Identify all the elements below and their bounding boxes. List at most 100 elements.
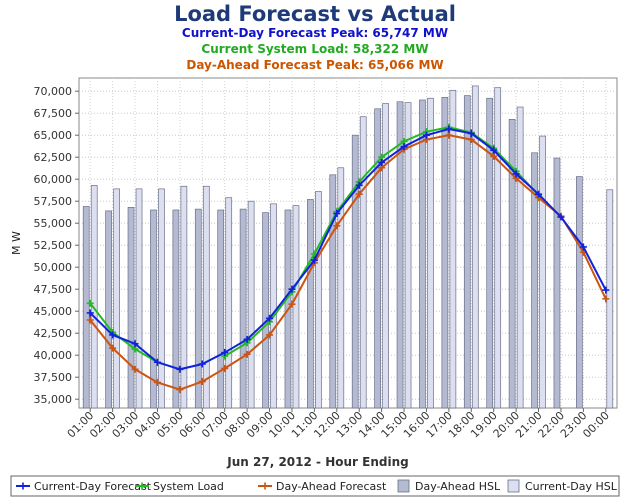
bar-current-day-hsl bbox=[449, 89, 457, 409]
point-marker-current-day-forecast bbox=[266, 314, 274, 322]
point-marker-current-day-forecast bbox=[198, 360, 206, 368]
point-marker-day-ahead-forecast bbox=[109, 344, 117, 352]
x-axis-label: Jun 27, 2012 - Hour Ending bbox=[226, 455, 408, 469]
bar-day-ahead-hsl bbox=[172, 209, 180, 409]
point-marker-day-ahead-forecast bbox=[243, 350, 251, 358]
point-marker-day-ahead-forecast bbox=[333, 222, 341, 230]
bar-day-ahead-hsl bbox=[576, 176, 583, 409]
legend-label: Current-Day Forecast bbox=[34, 480, 152, 493]
point-marker-day-ahead-forecast bbox=[445, 131, 453, 139]
legend-label: System Load bbox=[153, 480, 224, 493]
point-marker-day-ahead-forecast bbox=[131, 365, 139, 373]
plot-area bbox=[78, 77, 618, 409]
point-marker-current-day-forecast bbox=[109, 331, 117, 339]
series-line-system-load bbox=[89, 302, 158, 364]
bar-current-day-hsl bbox=[202, 185, 210, 409]
point-marker-current-day-forecast bbox=[557, 213, 565, 221]
point-marker-current-day-forecast bbox=[243, 335, 251, 343]
gridlines bbox=[79, 78, 617, 408]
point-marker-current-day-forecast bbox=[445, 125, 453, 133]
bar-current-day-hsl bbox=[292, 205, 300, 409]
point-marker-system-load bbox=[86, 299, 94, 307]
lines-group bbox=[86, 123, 610, 394]
y-tick-label: 60,000 bbox=[34, 173, 73, 186]
bar-current-day-hsl bbox=[90, 185, 98, 409]
bar-day-ahead-hsl bbox=[217, 209, 225, 409]
bar-day-ahead-hsl bbox=[194, 208, 202, 409]
point-marker-day-ahead-forecast bbox=[198, 378, 206, 386]
point-marker-current-day-forecast bbox=[176, 365, 184, 373]
point-marker-current-day-forecast bbox=[378, 158, 386, 166]
bar-current-day-hsl bbox=[516, 106, 524, 409]
bar-current-day-hsl bbox=[359, 116, 367, 409]
y-axis-label: M W bbox=[10, 231, 23, 255]
y-tick-label: 55,000 bbox=[34, 217, 73, 230]
subtitle-group: Current-Day Forecast Peak: 65,747 MW Curr… bbox=[182, 26, 448, 72]
point-marker-day-ahead-forecast bbox=[355, 190, 363, 198]
subtitle-line: Current-Day Forecast Peak: 65,747 MW bbox=[182, 26, 448, 40]
legend-swatch bbox=[507, 479, 520, 493]
bar-current-day-hsl bbox=[494, 87, 502, 409]
y-tick-label: 35,000 bbox=[34, 393, 73, 406]
bar-current-day-hsl bbox=[225, 197, 233, 409]
bar-current-day-hsl bbox=[471, 85, 479, 409]
bar-day-ahead-hsl bbox=[553, 157, 561, 409]
legend-marker bbox=[19, 482, 27, 490]
point-marker-current-day-forecast bbox=[288, 285, 296, 293]
subtitle-line: Day-Ahead Forecast Peak: 65,066 MW bbox=[186, 58, 443, 72]
point-marker-current-day-forecast bbox=[535, 190, 543, 198]
point-marker-day-ahead-forecast bbox=[266, 331, 274, 339]
bar-day-ahead-hsl bbox=[105, 210, 112, 409]
legend-label: Day-Ahead Forecast bbox=[276, 480, 387, 493]
bar-day-ahead-hsl bbox=[307, 199, 314, 409]
point-marker-day-ahead-forecast bbox=[602, 295, 610, 303]
y-axis: 35,000 37,500 40,000 42,500 45,000 47,500 50,0… bbox=[34, 85, 79, 406]
bar-current-day-hsl bbox=[270, 203, 277, 409]
legend-frame bbox=[10, 475, 620, 497]
bar-day-ahead-hsl bbox=[374, 108, 381, 409]
bar-current-day-hsl bbox=[247, 200, 255, 409]
point-marker-day-ahead-forecast bbox=[221, 364, 229, 372]
bar-day-ahead-hsl bbox=[239, 208, 247, 409]
legend-swatch bbox=[397, 479, 410, 493]
bar-current-day-hsl bbox=[337, 167, 345, 409]
bar-current-day-hsl bbox=[404, 102, 412, 409]
bar-day-ahead-hsl bbox=[396, 101, 404, 409]
legend-label: Current-Day HSL bbox=[525, 480, 618, 493]
point-marker-day-ahead-forecast bbox=[176, 386, 184, 394]
bar-day-ahead-hsl bbox=[150, 209, 157, 409]
point-marker-current-day-forecast bbox=[153, 358, 161, 366]
series-line-current-day-forecast bbox=[89, 128, 607, 371]
legend-label: Day-Ahead HSL bbox=[415, 480, 501, 493]
point-marker-day-ahead-forecast bbox=[288, 300, 296, 308]
point-marker-day-ahead-forecast bbox=[467, 136, 475, 144]
point-marker-current-day-forecast bbox=[422, 131, 430, 139]
y-tick-label: 50,000 bbox=[34, 261, 73, 274]
y-tick-label: 62,500 bbox=[34, 151, 73, 164]
bar-day-ahead-hsl bbox=[508, 119, 516, 409]
bar-day-ahead-hsl bbox=[329, 174, 337, 409]
bars-group bbox=[82, 85, 614, 409]
point-marker-current-day-forecast bbox=[512, 170, 520, 178]
y-tick-label: 45,000 bbox=[34, 305, 73, 318]
point-marker-current-day-forecast bbox=[86, 309, 94, 317]
x-axis: 01:0002:0003:0004:0005:0006:0007:0008:00… bbox=[65, 408, 612, 441]
bar-current-day-hsl bbox=[158, 188, 165, 409]
bar-day-ahead-hsl bbox=[262, 212, 269, 409]
legend-marker bbox=[261, 482, 269, 490]
y-tick-label: 37,500 bbox=[34, 371, 73, 384]
y-tick-label: 42,500 bbox=[34, 327, 73, 340]
bar-day-ahead-hsl bbox=[441, 97, 449, 409]
point-marker-current-day-forecast bbox=[310, 256, 318, 264]
point-marker-current-day-forecast bbox=[400, 143, 408, 151]
point-marker-current-day-forecast bbox=[467, 129, 475, 137]
bar-day-ahead-hsl bbox=[419, 99, 426, 409]
subtitle-line: Current System Load: 58,322 MW bbox=[201, 42, 428, 56]
bar-current-day-hsl bbox=[315, 191, 322, 409]
point-marker-day-ahead-forecast bbox=[490, 152, 498, 160]
y-tick-label: 70,000 bbox=[34, 85, 73, 98]
point-marker-day-ahead-forecast bbox=[153, 378, 161, 386]
point-marker-current-day-forecast bbox=[602, 286, 610, 294]
